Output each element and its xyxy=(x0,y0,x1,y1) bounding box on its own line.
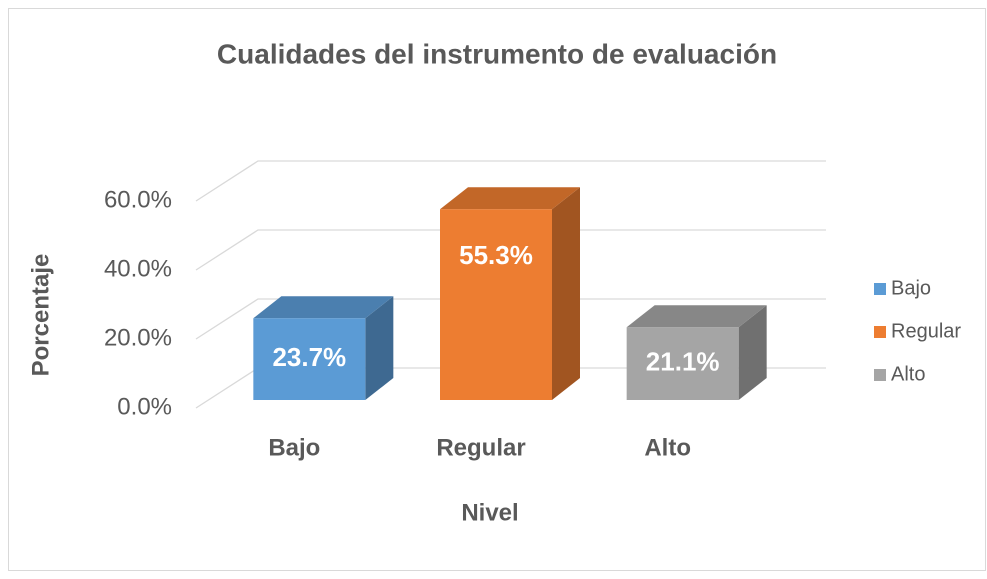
data-label: 23.7% xyxy=(272,342,346,372)
data-label: 21.1% xyxy=(646,346,720,376)
bar xyxy=(253,318,366,400)
y-axis-label: Porcentaje xyxy=(27,254,54,377)
x-tick-label: Regular xyxy=(436,434,525,461)
bar-top xyxy=(253,296,394,319)
bar-top xyxy=(626,305,767,328)
legend-swatch xyxy=(874,283,886,295)
y-tick-label: 20.0% xyxy=(104,324,172,351)
y-tick-label: 40.0% xyxy=(104,255,172,282)
bar-side xyxy=(552,187,580,400)
legend-label: Bajo xyxy=(891,277,931,299)
grid-line xyxy=(195,298,826,340)
data-label: 55.3% xyxy=(459,240,533,270)
bar-top xyxy=(440,187,580,210)
bar-side xyxy=(738,305,767,400)
legend-swatch xyxy=(874,369,886,381)
legend-label: Alto xyxy=(891,363,925,385)
x-axis-label: Nivel xyxy=(461,499,518,526)
bar xyxy=(626,327,739,400)
chart-title: Cualidades del instrumento de evaluación xyxy=(217,38,777,69)
grid-line xyxy=(195,229,826,271)
legend-label: Regular xyxy=(891,320,961,342)
grid-line xyxy=(195,160,826,202)
x-tick-label: Alto xyxy=(644,434,691,461)
y-tick-label: 60.0% xyxy=(104,186,172,213)
x-tick-label: Bajo xyxy=(268,434,320,461)
bar xyxy=(440,209,552,400)
y-tick-label: 0.0% xyxy=(117,393,172,420)
bar-side xyxy=(365,296,394,400)
legend-swatch xyxy=(874,326,886,338)
